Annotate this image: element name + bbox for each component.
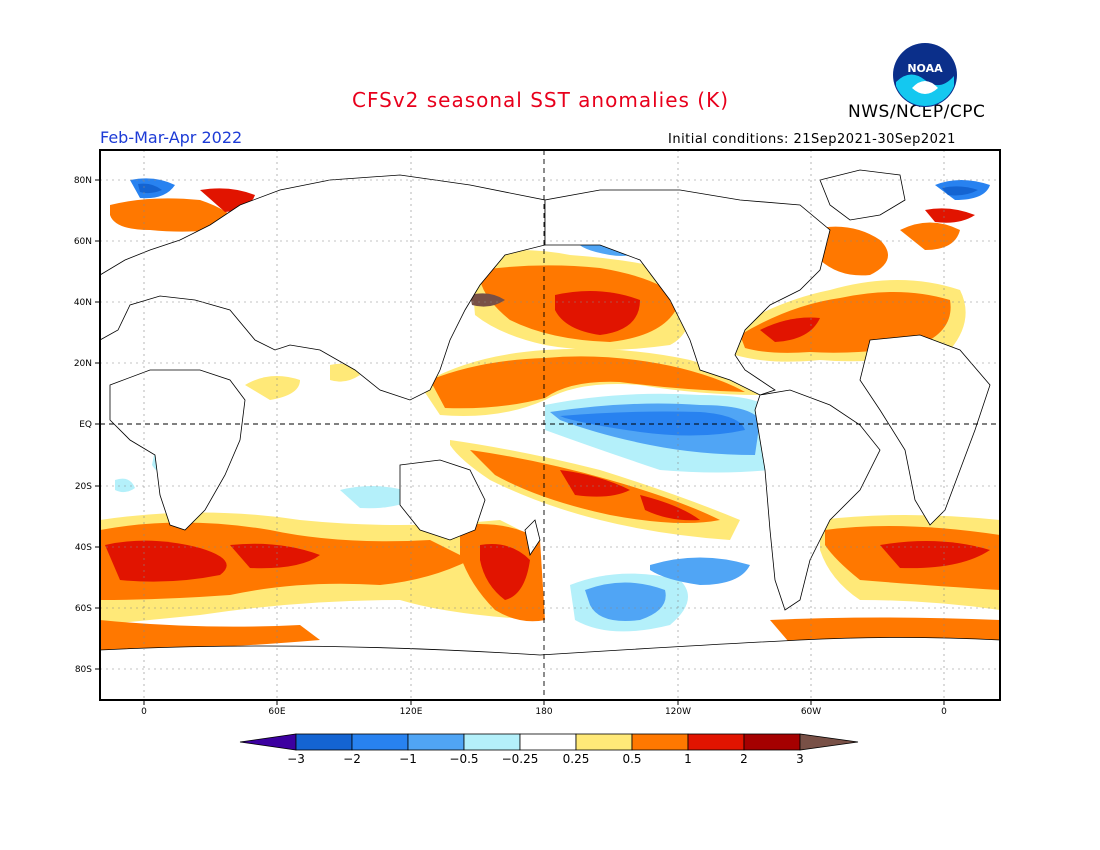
- lat-label: 80S: [75, 665, 92, 675]
- latitude-labels: 80N 60N 40N 20N EQ 20S 40S 60S 80S: [74, 176, 100, 675]
- colorbar-arrow-high: [799, 733, 859, 751]
- lon-label: 60W: [801, 707, 821, 717]
- map-frame: [99, 149, 1001, 701]
- colorbar-swatch: [575, 733, 633, 751]
- lon-label: 120E: [400, 707, 423, 717]
- logo-text: NOAA: [907, 62, 943, 75]
- lat-label: 20N: [74, 359, 92, 369]
- forecast-period: Feb-Mar-Apr 2022: [100, 128, 243, 147]
- lat-label: 60S: [75, 604, 92, 614]
- lat-label: 20S: [75, 482, 92, 492]
- colorbar-label: 0.25: [563, 752, 590, 766]
- colorbar-label: −1: [399, 752, 417, 766]
- colorbar-swatch: [407, 733, 465, 751]
- colorbar-swatch: [631, 733, 689, 751]
- lat-label: 60N: [74, 237, 92, 247]
- anomaly-field: [100, 150, 1000, 700]
- graticule: [100, 150, 1000, 700]
- colorbar-swatch: [351, 733, 409, 751]
- colorbar-swatch: [743, 733, 801, 751]
- colorbar-label: −3: [287, 752, 305, 766]
- lon-label: 0: [141, 707, 147, 717]
- colorbar-label: −0.25: [502, 752, 539, 766]
- lon-label: 180: [535, 707, 552, 717]
- noaa-logo: NOAA: [893, 43, 957, 107]
- colorbar-label: 2: [740, 752, 748, 766]
- lat-label: 40N: [74, 298, 92, 308]
- colorbar-label: −0.5: [449, 752, 478, 766]
- colorbar-swatch: [519, 733, 577, 751]
- lat-label: EQ: [79, 420, 92, 430]
- colorbar-swatch: [463, 733, 521, 751]
- map-title: CFSv2 seasonal SST anomalies (K): [352, 88, 729, 112]
- colorbar-swatch: [687, 733, 745, 751]
- colorbar-arrow-low: [239, 733, 297, 751]
- colorbar-label: 0.5: [622, 752, 641, 766]
- agency-label: NWS/NCEP/CPC: [848, 102, 986, 122]
- colorbar: −3 −2 −1 −0.5 −0.25 0.25 0.5 1 2 3: [239, 733, 859, 766]
- lon-label: 60E: [268, 707, 285, 717]
- longitude-labels: 0 60E 120E 180 120W 60W 0: [141, 700, 947, 717]
- colorbar-label: 1: [684, 752, 692, 766]
- colorbar-label: 3: [796, 752, 804, 766]
- lat-label: 80N: [74, 176, 92, 186]
- initial-conditions: Initial conditions: 21Sep2021-30Sep2021: [668, 132, 956, 147]
- lon-label: 0: [941, 707, 947, 717]
- colorbar-label: −2: [343, 752, 361, 766]
- lon-label: 120W: [665, 707, 691, 717]
- colorbar-swatch: [295, 733, 353, 751]
- lat-label: 40S: [75, 543, 92, 553]
